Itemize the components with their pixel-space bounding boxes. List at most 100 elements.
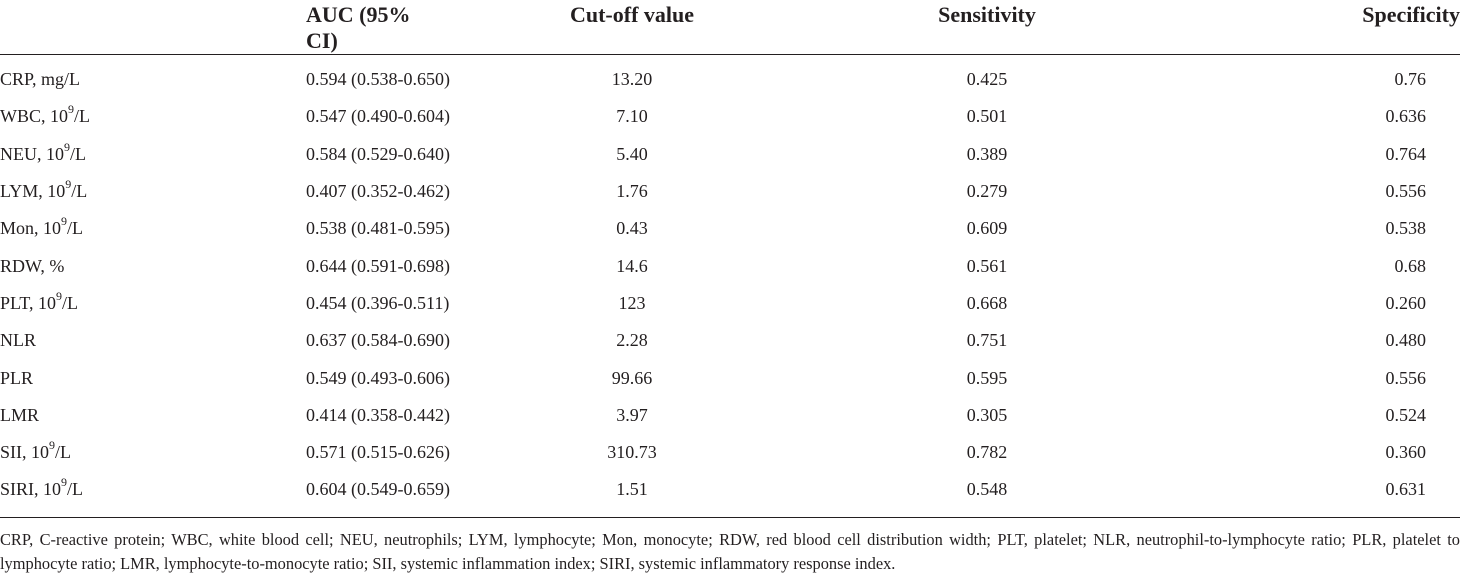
table-row: WBC, 109/L 0.547 (0.490-0.604) 7.10 0.501 0.… bbox=[0, 98, 1460, 135]
cell-cutoff: 13.20 bbox=[611, 69, 653, 90]
cell-sensitivity: 0.561 bbox=[966, 255, 1008, 276]
cell-variable: CRP, mg/L bbox=[0, 55, 190, 99]
variable-unit: /L bbox=[55, 442, 71, 463]
unit-exponent: 9 bbox=[61, 214, 68, 229]
cell-cutoff: 2.28 bbox=[616, 330, 648, 351]
cell-auc: 0.454 (0.396-0.511) bbox=[306, 292, 450, 313]
variable-name: Mon, 10 bbox=[0, 218, 62, 239]
cell-auc: 0.604 (0.549-0.659) bbox=[190, 471, 450, 518]
cell-specificity: 0.524 bbox=[1385, 404, 1427, 425]
cell-variable: LMR bbox=[0, 397, 190, 434]
cell-variable: NLR bbox=[0, 322, 190, 359]
cell-sensitivity: 0.501 bbox=[966, 106, 1008, 127]
table-header: AUC (95% CI) Cut-off value Sensitivity S… bbox=[0, 0, 1460, 55]
cell-variable: LYM, 109/L bbox=[0, 173, 190, 210]
unit-exponent: 9 bbox=[68, 102, 75, 117]
table-row: SII, 109/L 0.571 (0.515-0.626) 310.73 0.782… bbox=[0, 434, 1460, 471]
variable-name: PLT, 10 bbox=[0, 292, 57, 313]
cell-sensitivity: 0.782 bbox=[966, 442, 1008, 463]
header-specificity: Specificity bbox=[1150, 0, 1460, 55]
header-variable bbox=[0, 0, 190, 55]
variable-name: NLR bbox=[0, 330, 36, 351]
table-row: NEU, 109/L 0.584 (0.529-0.640) 5.40 0.389 0.… bbox=[0, 136, 1460, 173]
cell-auc: 0.571 (0.515-0.626) bbox=[306, 442, 450, 463]
table-row: LYM, 109/L 0.407 (0.352-0.462) 1.76 0.279 0.… bbox=[0, 173, 1460, 210]
cell-auc: 0.644 (0.591-0.698) bbox=[306, 255, 450, 276]
cell-auc: 0.549 (0.493-0.606) bbox=[306, 367, 450, 388]
cell-sensitivity: 0.279 bbox=[966, 181, 1008, 202]
cell-variable: SIRI, 109/L bbox=[0, 471, 190, 518]
table-row: PLT, 109/L 0.454 (0.396-0.511) 123 0.668 0.2… bbox=[0, 285, 1460, 322]
table-footnote: CRP, C-reactive protein; WBC, white bloo… bbox=[0, 530, 1460, 573]
header-auc: AUC (95% CI) bbox=[190, 0, 440, 55]
table-row: PLR 0.549 (0.493-0.606) 99.66 0.595 0.556 bbox=[0, 359, 1460, 396]
variable-unit: /L bbox=[62, 292, 79, 313]
cell-specificity: 0.360 bbox=[1385, 442, 1427, 463]
cell-auc: 0.637 (0.584-0.690) bbox=[306, 330, 450, 351]
cell-cutoff: 3.97 bbox=[616, 404, 648, 425]
cell-auc: 0.414 (0.358-0.442) bbox=[306, 404, 450, 425]
cell-specificity: 0.764 bbox=[1385, 143, 1427, 164]
header-sensitivity: Sensitivity bbox=[824, 0, 1150, 55]
cell-specificity: 0.538 bbox=[1385, 218, 1427, 239]
header-cutoff: Cut-off value bbox=[440, 0, 824, 55]
roc-table: AUC (95% CI) Cut-off value Sensitivity S… bbox=[0, 0, 1460, 518]
cell-cutoff: 14.6 bbox=[616, 255, 648, 276]
table-row: SIRI, 109/L 0.604 (0.549-0.659) 1.51 0.548 0… bbox=[0, 471, 1460, 518]
cell-sensitivity: 0.305 bbox=[966, 404, 1008, 425]
variable-name: RDW, % bbox=[0, 255, 65, 276]
cell-specificity: 0.480 bbox=[1385, 330, 1427, 351]
cell-specificity: 0.631 bbox=[1150, 471, 1460, 518]
cell-auc: 0.547 (0.490-0.604) bbox=[306, 106, 450, 127]
cell-auc: 0.594 (0.538-0.650) bbox=[306, 69, 450, 90]
cell-specificity: 0.556 bbox=[1385, 181, 1427, 202]
unit-exponent: 9 bbox=[56, 288, 63, 303]
variable-unit: /L bbox=[70, 143, 86, 164]
unit-exponent: 9 bbox=[49, 438, 55, 453]
variable-name: NEU, 10 bbox=[0, 143, 64, 164]
variable-unit: /L bbox=[74, 106, 91, 127]
cell-cutoff: 310.73 bbox=[607, 442, 657, 463]
cell-variable: NEU, 109/L bbox=[0, 136, 190, 173]
cell-sensitivity: 0.425 bbox=[966, 69, 1008, 90]
unit-exponent: 9 bbox=[64, 139, 70, 154]
variable-name: SII, 10 bbox=[0, 442, 49, 463]
cell-sensitivity: 0.751 bbox=[966, 330, 1008, 351]
cell-variable: RDW, % bbox=[0, 247, 190, 284]
variable-unit: /L bbox=[67, 479, 84, 500]
cell-sensitivity: 0.668 bbox=[966, 292, 1008, 313]
cell-sensitivity: 0.389 bbox=[966, 143, 1008, 164]
cell-sensitivity: 0.548 bbox=[824, 471, 1150, 518]
variable-name: CRP, mg/L bbox=[0, 69, 81, 90]
cell-cutoff: 0.43 bbox=[616, 218, 648, 239]
cell-variable: Mon, 109/L bbox=[0, 210, 190, 247]
cell-specificity: 0.636 bbox=[1385, 106, 1427, 127]
variable-name: PLR bbox=[0, 367, 34, 388]
unit-exponent: 9 bbox=[65, 177, 72, 192]
cell-cutoff: 1.76 bbox=[616, 181, 648, 202]
cell-auc: 0.584 (0.529-0.640) bbox=[306, 143, 450, 164]
cell-cutoff: 1.51 bbox=[440, 471, 824, 518]
table-row: LMR 0.414 (0.358-0.442) 3.97 0.305 0.524 bbox=[0, 397, 1460, 434]
variable-name: LMR bbox=[0, 404, 40, 425]
table-row: Mon, 109/L 0.538 (0.481-0.595) 0.43 0.609 0.… bbox=[0, 210, 1460, 247]
cell-variable: SII, 109/L bbox=[0, 434, 190, 471]
cell-variable: WBC, 109/L bbox=[0, 98, 190, 135]
cell-specificity: 0.556 bbox=[1385, 367, 1427, 388]
cell-specificity: 0.76 bbox=[1394, 69, 1427, 90]
cell-cutoff: 5.40 bbox=[616, 143, 648, 164]
cell-sensitivity: 0.595 bbox=[966, 367, 1008, 388]
cell-specificity: 0.68 bbox=[1394, 255, 1427, 276]
cell-specificity: 0.260 bbox=[1385, 292, 1427, 313]
cell-variable: PLR bbox=[0, 359, 190, 396]
table-row: NLR 0.637 (0.584-0.690) 2.28 0.751 0.480 bbox=[0, 322, 1460, 359]
cell-sensitivity: 0.609 bbox=[966, 218, 1008, 239]
header-row: AUC (95% CI) Cut-off value Sensitivity S… bbox=[0, 0, 1460, 55]
cell-auc: 0.538 (0.481-0.595) bbox=[306, 218, 450, 239]
variable-unit: /L bbox=[71, 181, 88, 202]
cell-variable: PLT, 109/L bbox=[0, 285, 190, 322]
cell-auc: 0.407 (0.352-0.462) bbox=[306, 181, 450, 202]
cell-cutoff: 99.66 bbox=[611, 367, 653, 388]
table-row: CRP, mg/L 0.594 (0.538-0.650) 13.20 0.425 0.… bbox=[0, 55, 1460, 99]
